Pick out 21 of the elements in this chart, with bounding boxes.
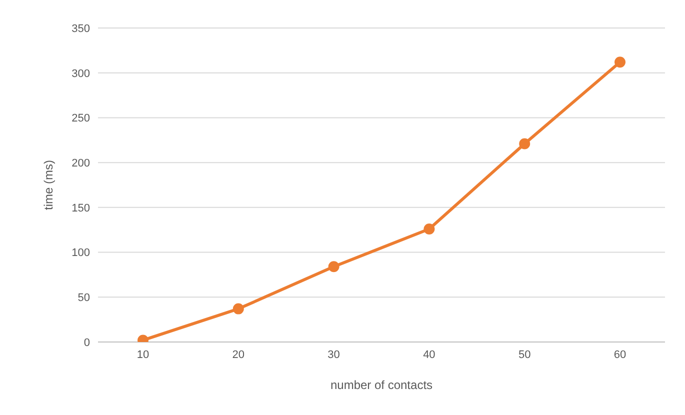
x-tick-label: 30 bbox=[328, 348, 340, 361]
x-tick-label: 50 bbox=[518, 348, 531, 361]
point bbox=[328, 261, 340, 272]
x-tick-label: 10 bbox=[136, 348, 150, 361]
y-tick-label: 300 bbox=[72, 68, 90, 80]
y-tick-label: 100 bbox=[72, 247, 90, 260]
x-tick-label: 60 bbox=[614, 348, 626, 361]
y-tick-label: 250 bbox=[72, 112, 90, 125]
x-axis-title: number of contacts bbox=[330, 378, 433, 392]
y-tick-label: 150 bbox=[72, 202, 90, 214]
y-axis-title: time (ms) bbox=[41, 160, 56, 210]
y-tick-label: 350 bbox=[72, 22, 90, 35]
x-tick-label: 20 bbox=[232, 348, 245, 361]
x-tick-label: 40 bbox=[423, 348, 436, 361]
y-tick-label: 0 bbox=[84, 336, 90, 349]
y-tick-label: 200 bbox=[72, 157, 90, 170]
y-tick-label: 50 bbox=[78, 292, 90, 304]
point bbox=[519, 138, 530, 150]
point bbox=[614, 56, 626, 68]
point bbox=[232, 303, 244, 314]
point bbox=[424, 223, 435, 234]
